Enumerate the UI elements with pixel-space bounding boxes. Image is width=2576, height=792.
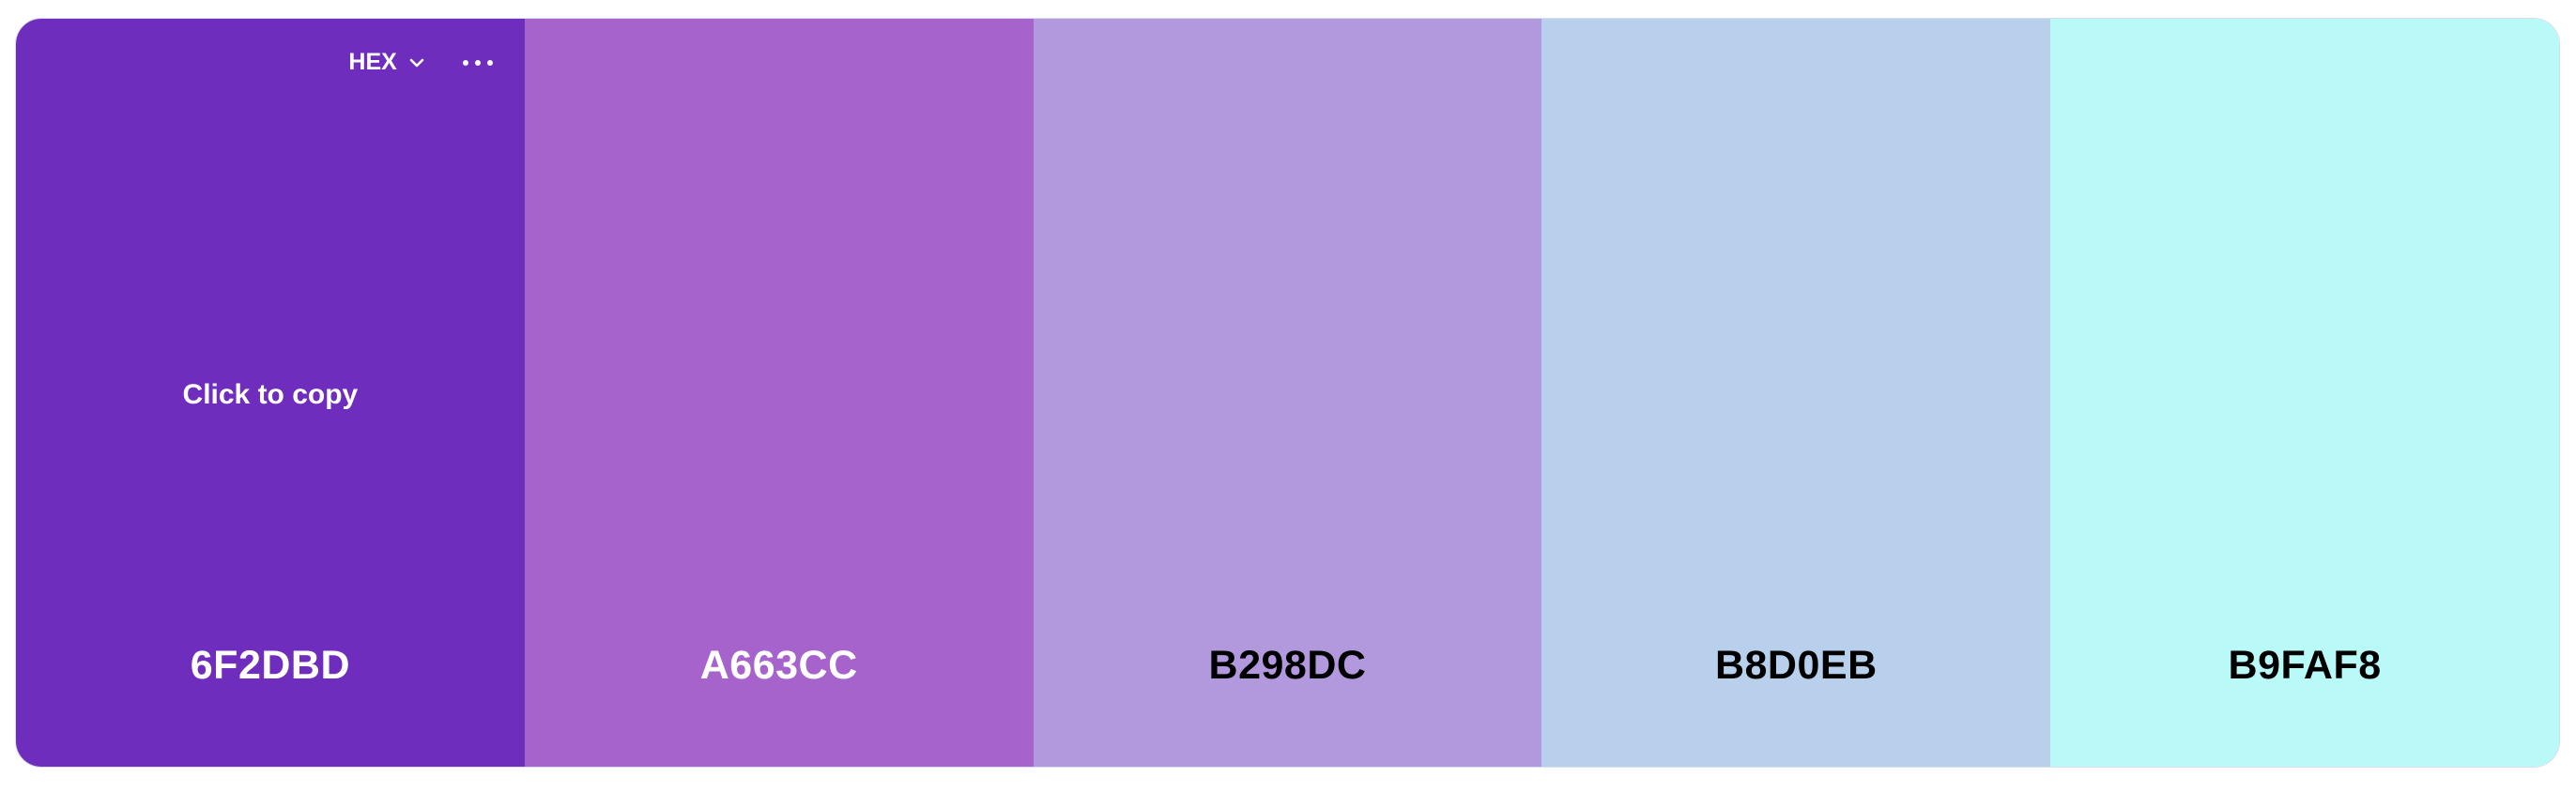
color-swatch-5[interactable]: B9FAF8 bbox=[2050, 19, 2559, 767]
hex-code[interactable]: 6F2DBD bbox=[190, 643, 351, 688]
color-format-label: HEX bbox=[348, 49, 397, 75]
swatch-toolbar: HEX bbox=[348, 49, 496, 76]
color-swatch-1[interactable]: HEX Click to copy 6F2DBD bbox=[16, 19, 525, 767]
color-palette: HEX Click to copy 6F2DBD A663CC B298DC B… bbox=[15, 18, 2560, 768]
color-swatch-3[interactable]: B298DC bbox=[1033, 19, 1542, 767]
more-horizontal-icon bbox=[462, 59, 468, 66]
color-format-select[interactable]: HEX bbox=[348, 49, 424, 76]
hex-code[interactable]: B8D0EB bbox=[1714, 643, 1878, 688]
hex-code[interactable]: A663CC bbox=[699, 643, 858, 688]
hex-code[interactable]: B298DC bbox=[1208, 643, 1367, 688]
more-options-button[interactable] bbox=[459, 54, 497, 71]
color-swatch-4[interactable]: B8D0EB bbox=[1541, 19, 2051, 767]
hex-code[interactable]: B9FAF8 bbox=[2228, 643, 2382, 688]
copy-hint: Click to copy bbox=[182, 379, 359, 410]
chevron-down-icon bbox=[409, 58, 424, 67]
color-swatch-2[interactable]: A663CC bbox=[524, 19, 1034, 767]
